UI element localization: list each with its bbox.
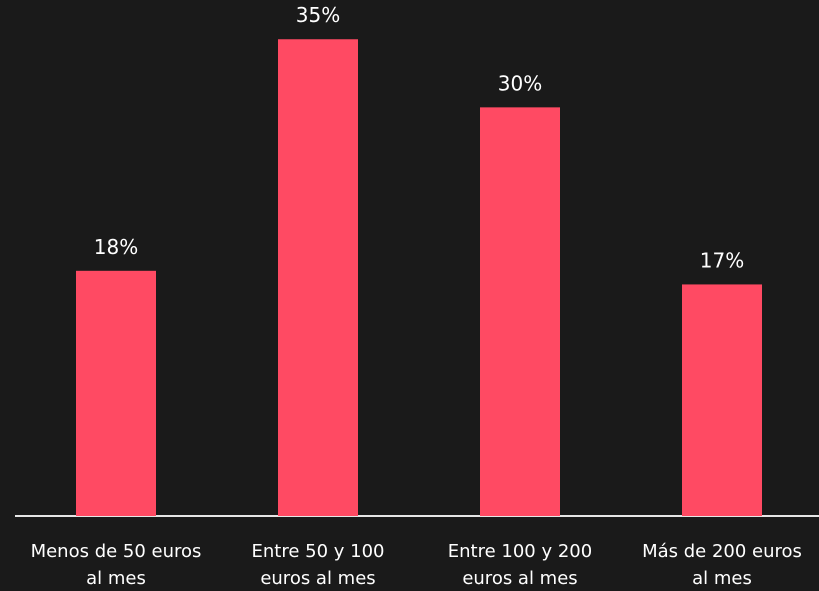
category-label-3-line-1: Entre 100 y 200 <box>448 541 592 562</box>
data-label-2: 35% <box>296 3 340 27</box>
category-labels-group: Menos de 50 euros al mes Entre 50 y 100 eur… <box>31 541 802 589</box>
data-label-3: 30% <box>498 71 542 95</box>
category-label-1-line-2: al mes <box>86 568 146 589</box>
category-label-1-line-1: Menos de 50 euros <box>31 541 202 562</box>
category-label-4-line-1: Más de 200 euros <box>642 541 802 562</box>
bar-4 <box>682 284 762 516</box>
bar-2 <box>278 39 358 516</box>
category-label-2-line-1: Entre 50 y 100 <box>252 541 385 562</box>
category-label-4-line-2: al mes <box>692 568 752 589</box>
data-label-1: 18% <box>94 235 138 259</box>
bar-3 <box>480 107 560 516</box>
value-labels-group: 18% 35% 30% 17% <box>94 3 744 272</box>
data-label-4: 17% <box>700 248 744 272</box>
category-label-2-line-2: euros al mes <box>260 568 375 589</box>
bars-group <box>76 39 762 516</box>
category-label-3-line-2: euros al mes <box>462 568 577 589</box>
bar-1 <box>76 270 156 516</box>
